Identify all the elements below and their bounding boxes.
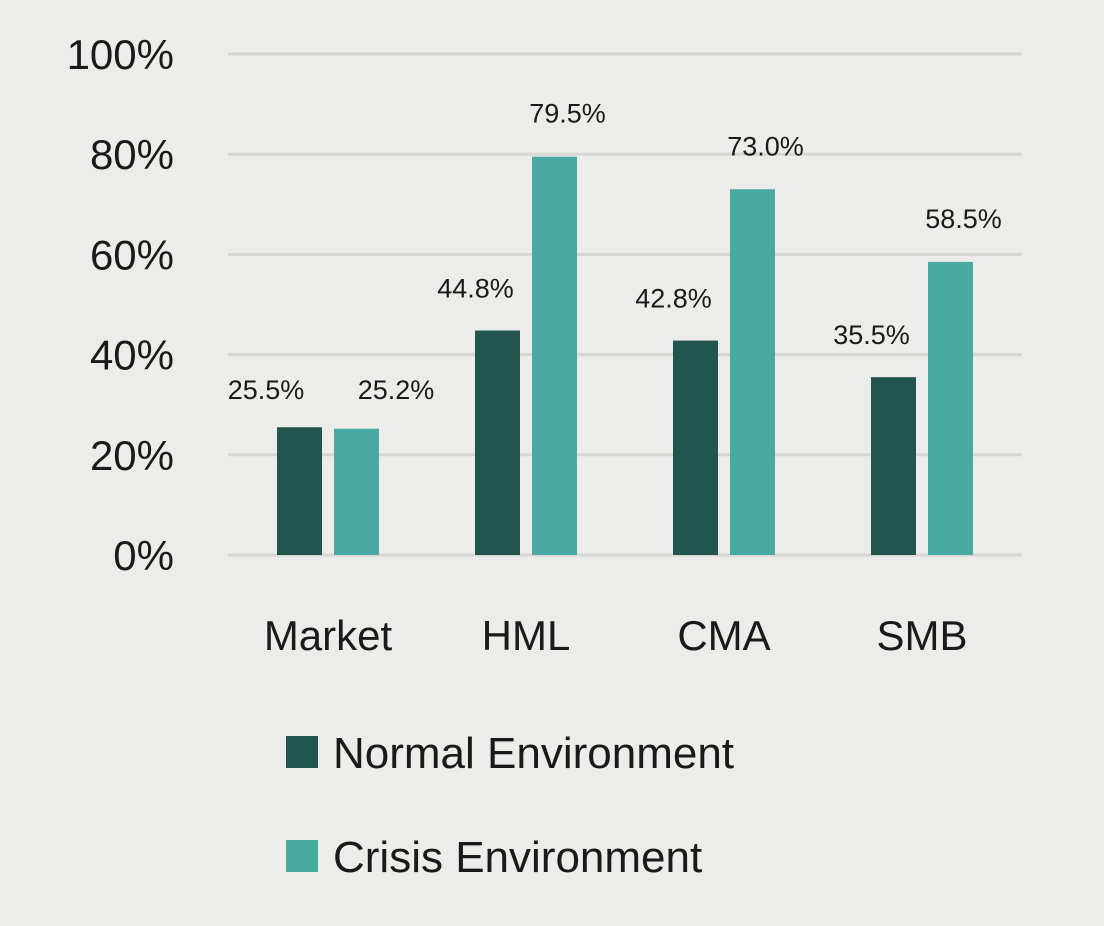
bar-cma-crisis bbox=[730, 189, 775, 555]
data-label: 79.5% bbox=[529, 99, 606, 129]
bar-market-crisis bbox=[334, 428, 379, 555]
y-tick-label: 100% bbox=[67, 31, 174, 78]
legend-label: Normal Environment bbox=[333, 729, 734, 778]
x-axis: Market HML CMA SMB bbox=[264, 612, 968, 659]
bar-hml-crisis bbox=[532, 156, 577, 555]
data-label: 35.5% bbox=[833, 320, 910, 350]
data-label: 42.8% bbox=[635, 284, 712, 314]
x-tick-label: CMA bbox=[677, 612, 770, 659]
x-tick-label: HML bbox=[482, 612, 571, 659]
y-tick-label: 80% bbox=[90, 131, 174, 178]
bars bbox=[277, 156, 973, 555]
y-tick-label: 0% bbox=[113, 532, 174, 579]
legend-label: Crisis Environment bbox=[333, 833, 702, 882]
bar-cma-normal bbox=[673, 340, 718, 555]
data-label: 44.8% bbox=[437, 274, 514, 304]
legend-swatch-normal bbox=[286, 736, 318, 768]
y-tick-label: 60% bbox=[90, 231, 174, 278]
legend: Normal Environment Crisis Environment bbox=[286, 729, 734, 882]
data-label: 25.2% bbox=[358, 375, 435, 405]
x-tick-label: SMB bbox=[876, 612, 967, 659]
y-tick-label: 40% bbox=[90, 332, 174, 379]
bar-smb-normal bbox=[871, 377, 916, 555]
data-label: 25.5% bbox=[228, 375, 305, 405]
y-axis: 0% 20% 40% 60% 80% 100% bbox=[67, 31, 174, 579]
bar-hml-normal bbox=[475, 330, 520, 555]
y-tick-label: 20% bbox=[90, 432, 174, 479]
data-label: 58.5% bbox=[925, 204, 1002, 234]
x-tick-label: Market bbox=[264, 612, 393, 659]
data-labels: 25.5% 25.2% 44.8% 79.5% 42.8% 73.0% 35.5% 58.5% bbox=[228, 99, 1002, 405]
bar-market-normal bbox=[277, 427, 322, 555]
bar-smb-crisis bbox=[928, 261, 973, 555]
data-label: 73.0% bbox=[727, 131, 804, 161]
legend-swatch-crisis bbox=[286, 840, 318, 872]
